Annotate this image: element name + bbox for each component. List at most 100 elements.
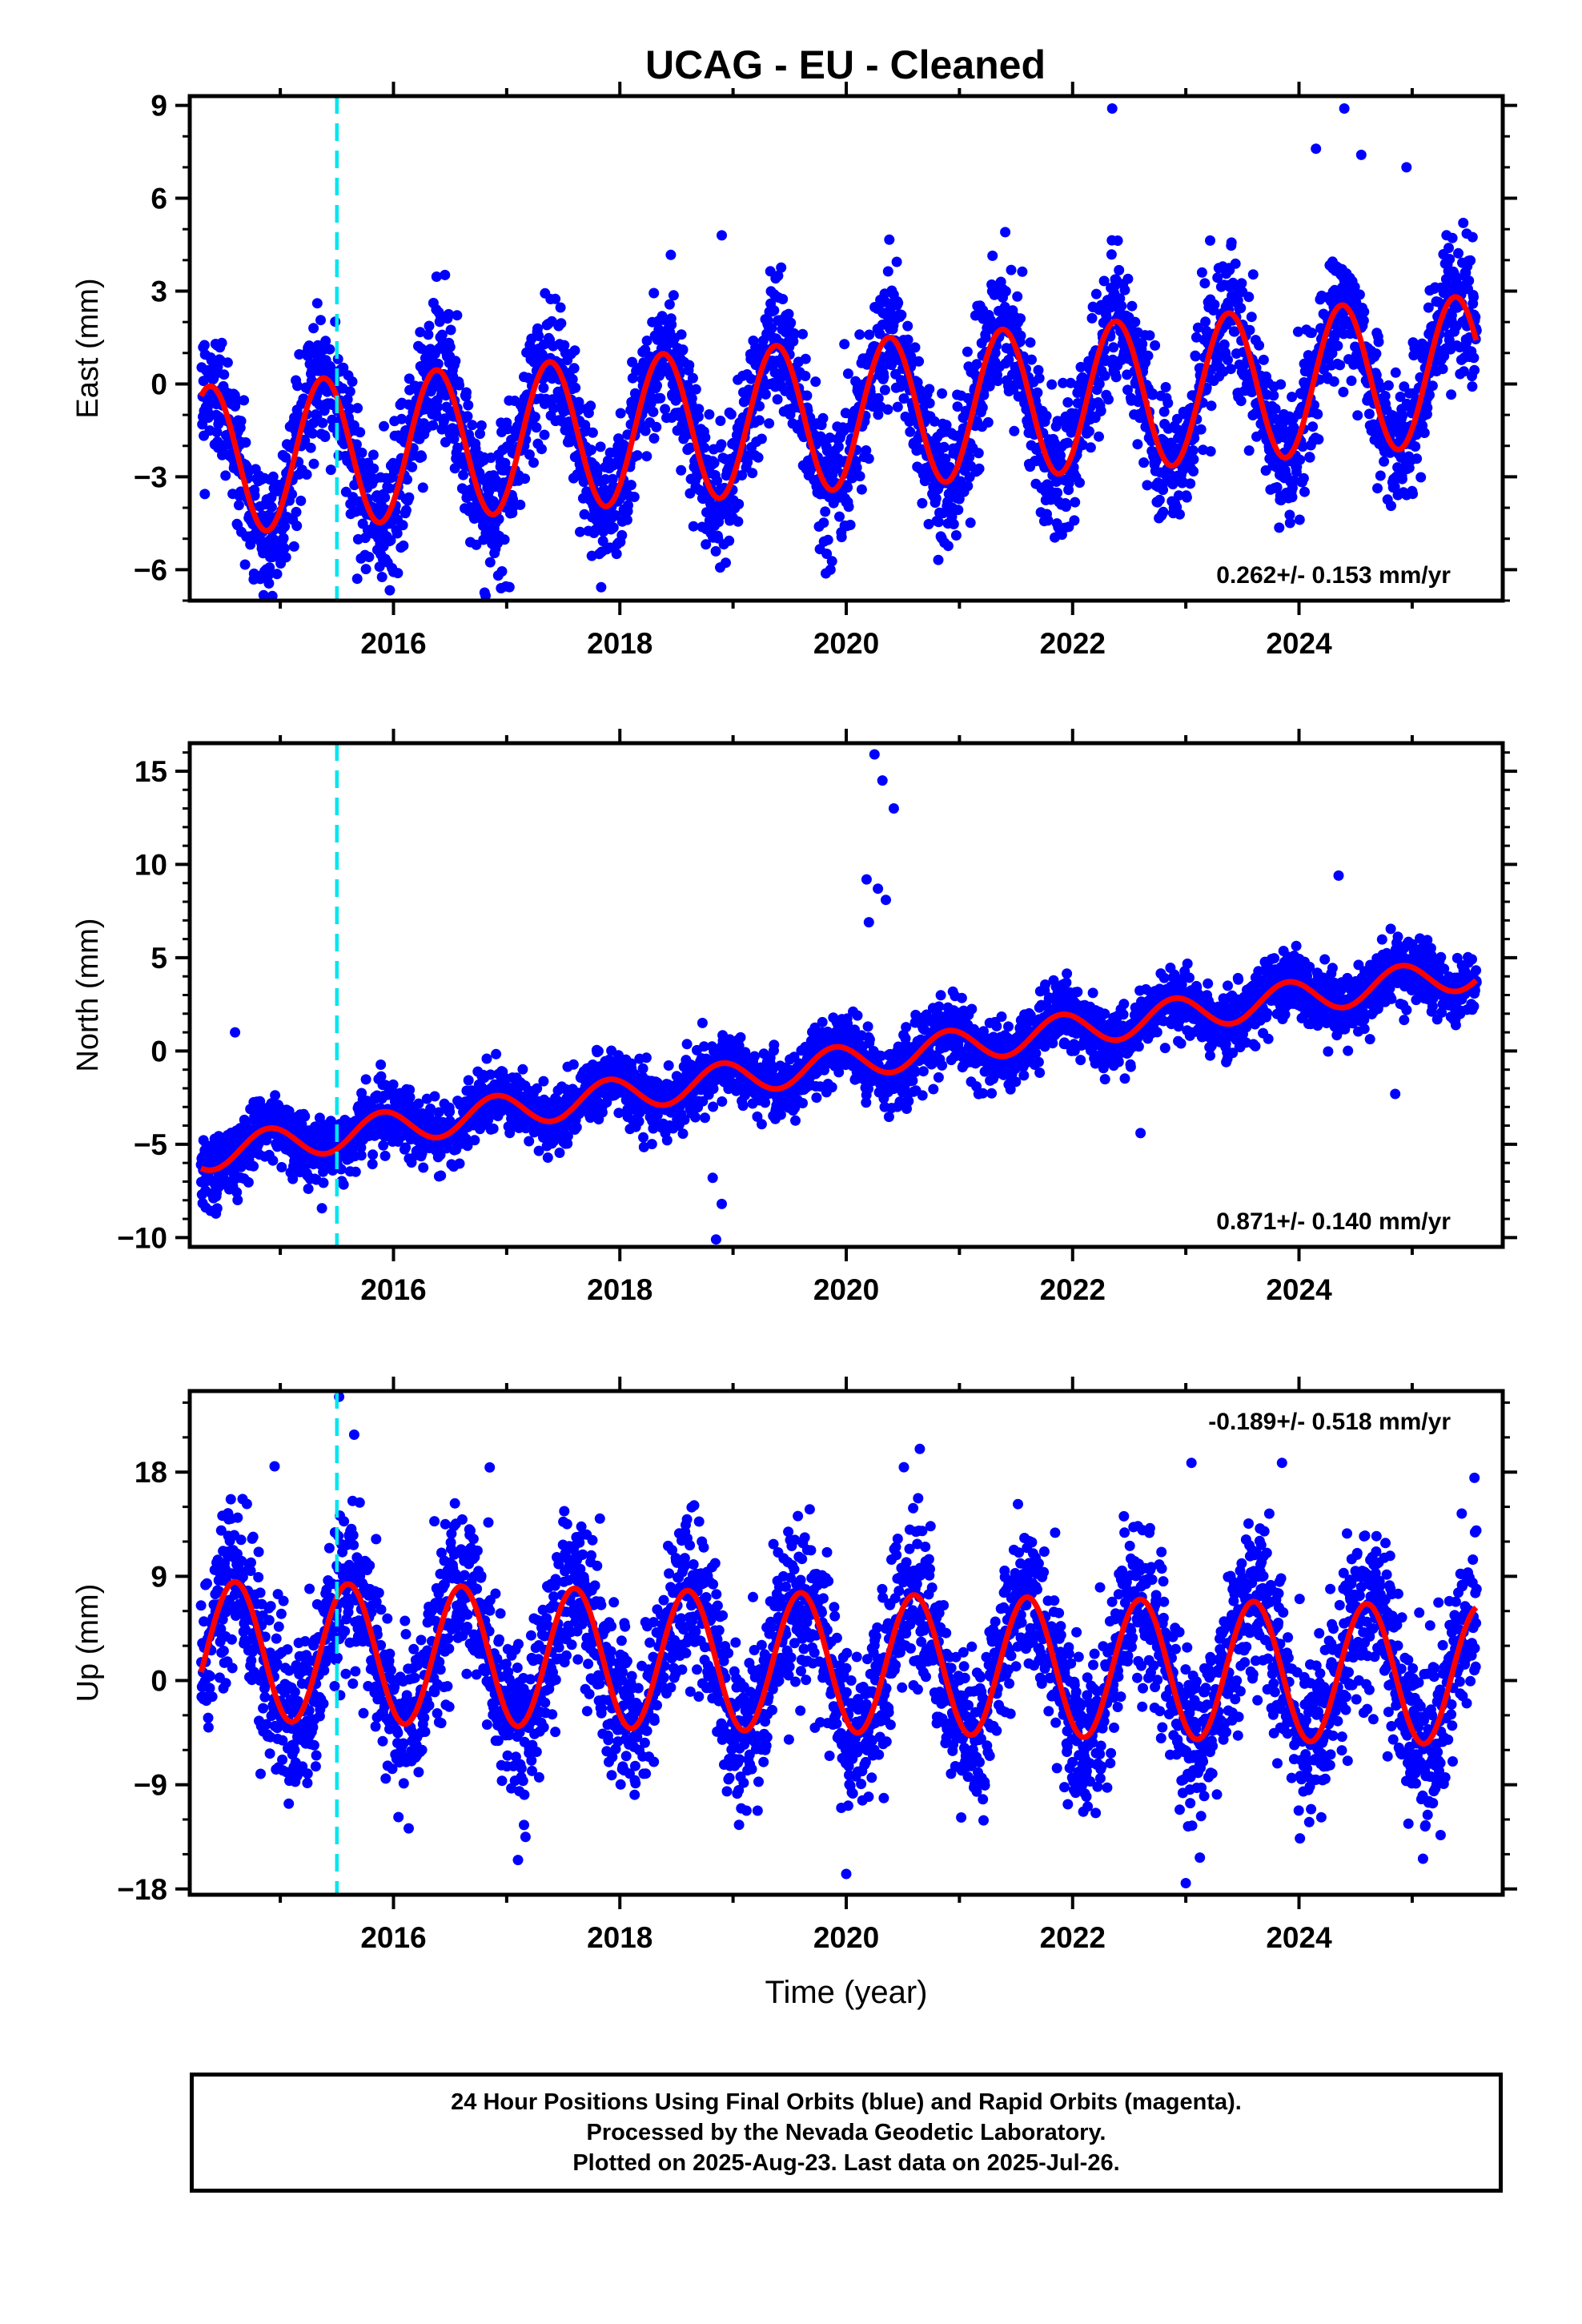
data-point — [595, 441, 606, 452]
data-point — [568, 1059, 579, 1070]
data-point — [1294, 514, 1305, 525]
data-point — [315, 315, 326, 326]
data-point — [258, 589, 269, 601]
data-point — [280, 452, 291, 463]
data-point — [344, 403, 355, 414]
data-point — [233, 500, 244, 511]
data-point — [1352, 410, 1363, 421]
data-point — [1094, 431, 1104, 442]
x-tick-label: 2024 — [1266, 627, 1332, 660]
x-tick-label: 2016 — [360, 627, 426, 660]
data-point — [1205, 446, 1216, 457]
data-point — [1062, 437, 1073, 448]
data-point — [1254, 340, 1265, 351]
data-point — [987, 250, 998, 261]
data-point — [1390, 367, 1401, 378]
data-point — [585, 400, 596, 412]
data-point — [873, 409, 884, 420]
data-point — [398, 540, 409, 551]
plot-area — [195, 743, 1482, 1247]
data-point — [856, 484, 867, 495]
data-point — [800, 353, 811, 364]
data-point — [295, 495, 307, 506]
data-point — [570, 382, 581, 393]
data-point — [797, 328, 808, 340]
data-point — [873, 392, 884, 404]
data-point — [1070, 497, 1081, 508]
data-point — [1307, 421, 1319, 432]
data-point — [1212, 272, 1223, 283]
data-point — [648, 432, 660, 444]
data-point — [578, 476, 589, 488]
data-point — [533, 331, 544, 341]
data-point — [843, 501, 854, 513]
data-point — [454, 1158, 465, 1169]
data-point — [677, 344, 689, 356]
data-point — [536, 349, 548, 360]
data-point — [965, 517, 976, 529]
data-point — [481, 1053, 492, 1064]
data-point — [303, 1184, 314, 1194]
y-tick-label: −3 — [134, 460, 167, 493]
data-point — [822, 534, 833, 545]
data-point — [820, 506, 831, 517]
data-point — [1246, 312, 1257, 323]
data-point — [355, 427, 366, 438]
data-point — [608, 522, 619, 533]
data-point — [450, 356, 461, 367]
data-point — [400, 505, 412, 516]
data-point — [628, 492, 640, 502]
data-point — [1268, 390, 1279, 401]
data-point — [292, 380, 303, 392]
data-point — [1200, 316, 1211, 328]
data-point — [1372, 483, 1383, 494]
data-point — [267, 471, 279, 482]
data-point — [1034, 372, 1045, 384]
data-point — [1223, 354, 1233, 365]
data-point — [845, 520, 856, 530]
data-point — [753, 452, 764, 463]
data-point — [1427, 380, 1438, 392]
outlier-point — [496, 583, 507, 593]
data-point — [1313, 434, 1324, 445]
data-point — [1243, 445, 1255, 456]
data-point — [575, 526, 585, 537]
data-point — [1230, 258, 1241, 269]
data-point — [1058, 377, 1069, 388]
data-point — [1206, 400, 1217, 412]
data-point — [1464, 275, 1475, 286]
data-point — [375, 1059, 387, 1070]
data-point — [548, 403, 560, 414]
data-point — [833, 441, 844, 452]
data-point — [760, 388, 771, 400]
data-point — [616, 529, 628, 541]
data-point — [1453, 247, 1464, 259]
data-point — [517, 1063, 528, 1075]
data-point — [270, 1090, 281, 1101]
data-point — [1437, 364, 1448, 375]
data-point — [1338, 387, 1349, 397]
data-point — [1407, 489, 1419, 500]
data-point — [952, 401, 963, 412]
data-point — [863, 453, 874, 464]
outlier-point — [280, 552, 291, 563]
data-point — [1017, 266, 1028, 277]
data-point — [948, 519, 959, 529]
data-point — [240, 437, 251, 448]
data-point — [861, 445, 872, 456]
data-point — [821, 549, 833, 559]
data-point — [1358, 315, 1369, 326]
data-point — [1396, 473, 1407, 485]
data-point — [484, 557, 496, 568]
data-point — [1012, 291, 1023, 302]
data-point — [1130, 316, 1141, 328]
data-point — [1154, 494, 1165, 505]
data-point — [424, 320, 435, 332]
data-point — [836, 532, 847, 543]
outlier-point — [1355, 149, 1367, 160]
data-point — [879, 384, 890, 396]
data-point — [962, 480, 974, 492]
data-point — [338, 362, 349, 373]
data-point — [688, 521, 699, 532]
